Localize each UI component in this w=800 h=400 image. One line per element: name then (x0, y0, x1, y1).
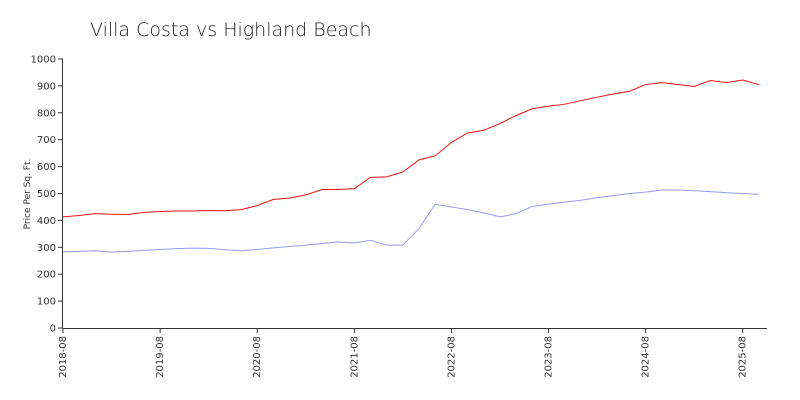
series-line (62, 189, 759, 253)
y-tick-label: 100 (37, 297, 56, 308)
x-tick-label: 2024-08 (641, 336, 652, 378)
y-axis-label: Price Per Sq. Ft. (23, 159, 33, 230)
y-tick-label: 900 (37, 81, 56, 92)
series-line (62, 79, 760, 218)
y-tick-label: 700 (37, 135, 56, 146)
x-tick-label: 2020-08 (252, 336, 263, 378)
y-tick-label: 0 (50, 324, 56, 335)
x-tick-label: 2019-08 (155, 336, 166, 378)
x-tick-label: 2022-08 (446, 336, 457, 378)
y-tick-label: 800 (37, 108, 56, 119)
x-tick-label: 2025-08 (738, 336, 749, 378)
y-tick-label: 300 (37, 243, 56, 254)
x-tick-label: 2023-08 (544, 336, 555, 378)
y-tick-label: 600 (37, 162, 56, 173)
y-tick-label: 1000 (31, 55, 56, 66)
y-tick-label: 500 (37, 189, 56, 200)
y-tick-label: 200 (37, 270, 56, 281)
y-tick-label: 400 (37, 216, 56, 227)
x-tick-label: 2018-08 (58, 336, 69, 378)
x-tick-label: 2021-08 (349, 336, 360, 378)
chart-title: Villa Costa vs Highland Beach (90, 19, 372, 41)
